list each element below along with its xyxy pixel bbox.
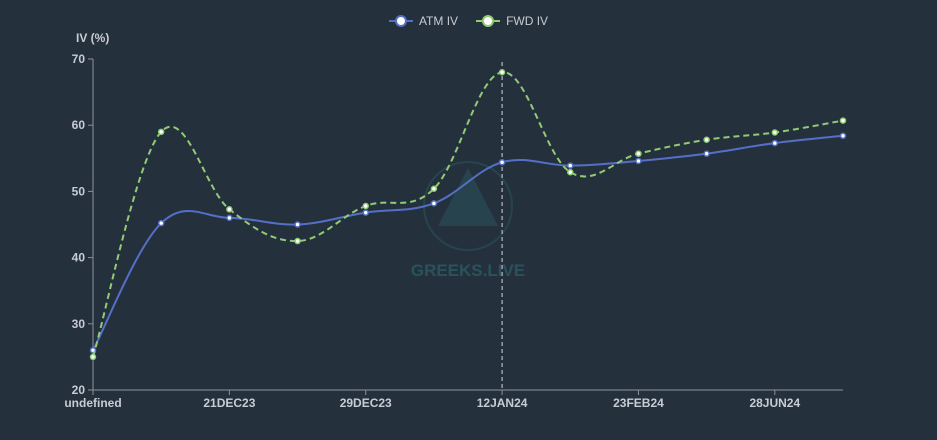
series-0-point-11: [839, 132, 847, 140]
watermark-logo: [423, 161, 513, 251]
series-1-point-2: [226, 206, 233, 213]
x-tick-label-2: 29DEC23: [340, 396, 392, 410]
y-tick-label-20: 20: [72, 383, 86, 397]
y-tick-label-30: 30: [72, 317, 86, 331]
series-1-point-10: [771, 129, 779, 136]
series-1-point-11: [839, 117, 847, 124]
legend-swatch-atm: [388, 14, 413, 28]
y-tick-label-50: 50: [72, 184, 86, 198]
legend-label-fwd-iv: FWD IV: [506, 14, 549, 28]
legend-item-atm-iv[interactable]: ATM IV: [388, 14, 459, 28]
series-0-point-2: [226, 214, 233, 222]
chart-legend: ATM IV FWD IV: [0, 14, 937, 28]
series-0-point-1: [157, 219, 165, 227]
x-tick-label-3: 12JAN24: [477, 396, 528, 410]
legend-item-fwd-iv[interactable]: FWD IV: [476, 14, 548, 28]
watermark-text: GREEKS.LIVE: [411, 261, 525, 280]
series-line-0: [92, 134, 844, 351]
series-1-point-1: [157, 128, 165, 136]
series-1-point-9: [703, 136, 710, 144]
series-0-point-5: [430, 200, 438, 207]
y-tick-label-70: 70: [72, 52, 86, 66]
series-1-point-7: [567, 168, 574, 176]
series-0-point-9: [703, 150, 710, 157]
series-0-point-7: [567, 162, 574, 169]
series-1-point-5: [430, 185, 438, 193]
series-1-point-6: [498, 68, 506, 76]
series-0-point-6: [498, 159, 506, 166]
legend-label-atm-iv: ATM IV: [418, 14, 459, 28]
legend-swatch-fwd: [476, 14, 501, 28]
y-tick-label-60: 60: [72, 118, 86, 132]
series-0-point-10: [771, 139, 779, 147]
x-tick-label-0: undefined: [64, 396, 121, 410]
series-0-point-4: [362, 209, 369, 216]
y-tick-label-40: 40: [72, 251, 86, 265]
series-0-point-3: [294, 221, 301, 228]
x-tick-label-4: 23FEB24: [613, 396, 664, 410]
x-tick-label-1: 21DEC23: [203, 396, 255, 410]
series-1-point-3: [294, 237, 301, 245]
series-0-point-8: [635, 157, 642, 165]
series-1-point-8: [635, 150, 642, 157]
series-1-point-4: [362, 202, 369, 210]
x-tick-label-5: 28JUN24: [749, 396, 800, 410]
y-axis-title: IV (%): [76, 31, 110, 45]
series-1-point-0: [89, 353, 97, 361]
